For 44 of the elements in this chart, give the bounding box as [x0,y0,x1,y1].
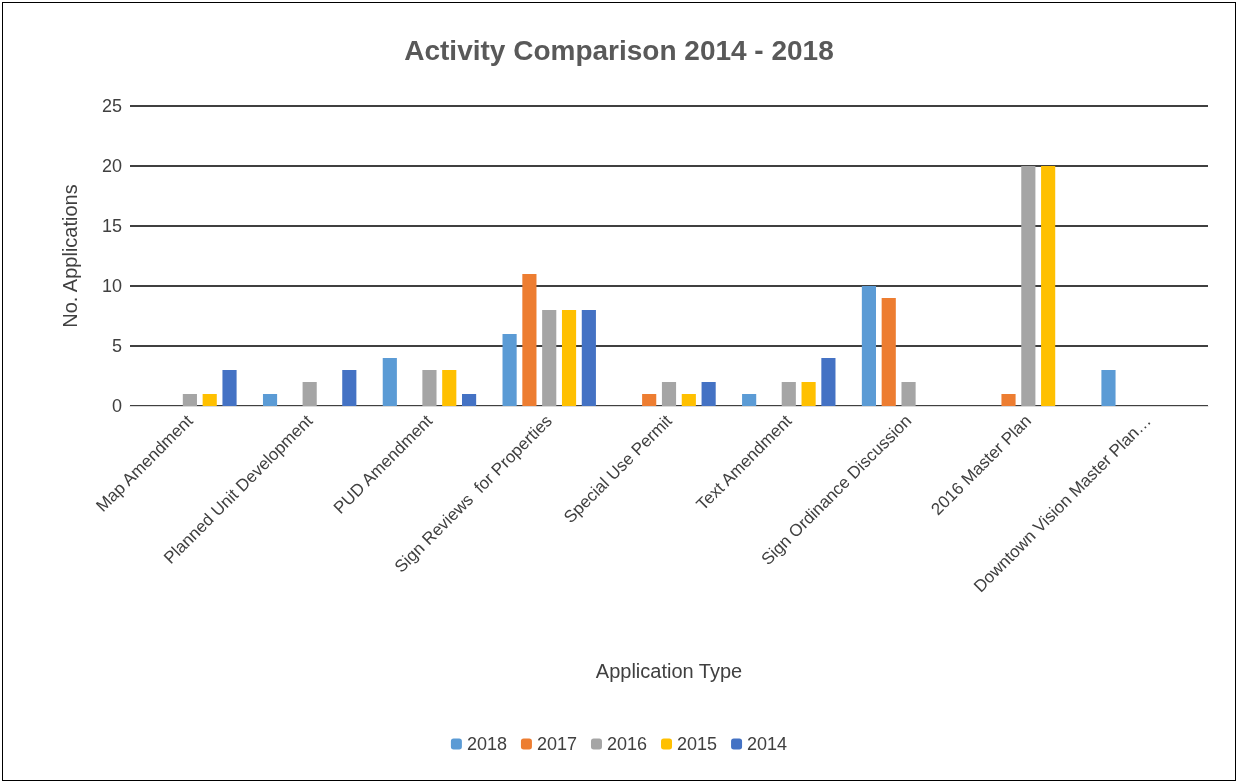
bar [681,394,696,406]
bar [781,382,796,406]
bar [442,370,457,406]
bar [382,358,397,406]
legend-label: 2016 [606,734,648,754]
bar [222,370,237,406]
bar [342,370,357,406]
bar [881,298,896,406]
bar [1041,166,1056,406]
y-tick-label: 25 [101,96,122,116]
y-tick-label: 15 [101,216,122,236]
legend-label: 2015 [677,734,718,754]
bar [901,382,916,406]
y-tick-label: 20 [101,156,122,176]
bar [801,382,816,406]
bar [742,394,757,406]
bar [1001,394,1016,406]
bar [642,394,657,406]
y-tick-label: 10 [101,276,122,296]
bar [1101,370,1116,406]
bar [182,394,197,406]
bar [302,382,317,406]
bar [422,370,437,406]
bar [1021,166,1036,406]
bar [462,394,477,406]
bar [821,358,836,406]
bar [861,286,876,406]
bar [581,310,596,406]
bar [661,382,677,406]
bar [262,394,278,406]
legend-label: 2017 [536,734,577,754]
legend-label: 2018 [466,734,507,754]
bar [202,394,217,406]
legend-label: 2014 [747,734,788,754]
y-axis-title: No. Applications [59,184,81,328]
bar [542,310,557,406]
y-tick-label: 0 [111,396,122,416]
chart-title: Activity Comparison 2014 - 2018 [404,34,834,66]
x-axis-title: Application Type [595,660,743,682]
bar [561,310,577,406]
bar [522,274,537,406]
y-tick-label: 5 [111,336,122,356]
bar [701,382,716,406]
bar [502,334,517,406]
